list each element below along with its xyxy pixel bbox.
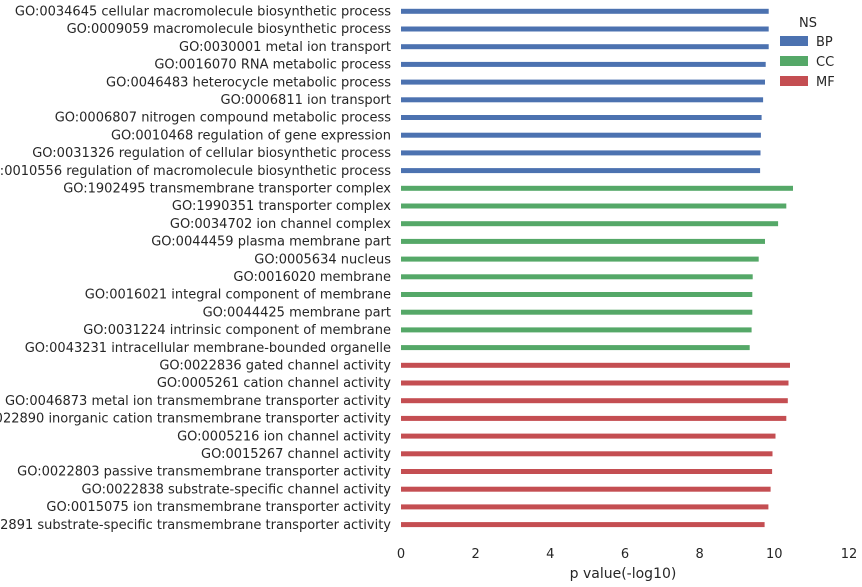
category-label: GO:0005634 nucleus xyxy=(254,252,391,267)
category-label: GO:0022836 gated channel activity xyxy=(159,359,391,374)
category-label: GO:0016020 membrane xyxy=(233,270,391,285)
bar xyxy=(401,345,750,351)
bar xyxy=(401,362,790,368)
category-label: GO:0022803 passive transmembrane transpo… xyxy=(17,465,391,480)
bar xyxy=(401,238,765,244)
legend-swatch xyxy=(780,76,808,86)
legend-swatch xyxy=(780,36,808,46)
category-label: GO:0044459 plasma membrane part xyxy=(151,235,391,250)
category-label: GO:0005261 cation channel activity xyxy=(157,376,391,391)
x-tick-label: 12 xyxy=(841,547,858,562)
category-label: GO:0006807 nitrogen compound metabolic p… xyxy=(55,111,392,126)
category-label: GO:0022890 inorganic cation transmembran… xyxy=(0,412,391,427)
category-label: GO:0034645 cellular macromolecule biosyn… xyxy=(15,5,391,20)
bar xyxy=(401,79,765,85)
category-labels-group: GO:0034645 cellular macromolecule biosyn… xyxy=(0,5,391,533)
legend: NS BP CC MF xyxy=(780,16,835,90)
bar xyxy=(401,451,773,457)
category-label: GO:0016021 integral component of membran… xyxy=(85,288,391,303)
bar xyxy=(401,185,793,191)
bar xyxy=(401,150,761,156)
legend-label: MF xyxy=(816,75,835,90)
bar xyxy=(401,486,771,492)
bar xyxy=(401,203,787,209)
bar xyxy=(401,274,753,280)
category-label: GO:0010468 regulation of gene expression xyxy=(111,128,391,143)
bar xyxy=(401,433,776,439)
category-label: GO:0010556 regulation of macromolecule b… xyxy=(0,164,391,179)
bar xyxy=(401,8,769,14)
category-label: GO:1902495 transmembrane transporter com… xyxy=(63,182,391,197)
bar xyxy=(401,221,779,227)
bar xyxy=(401,327,752,333)
bar xyxy=(401,97,764,103)
x-tick-label: 0 xyxy=(397,547,405,562)
category-label: GO:0006811 ion transport xyxy=(221,93,392,108)
category-label: GO:0009059 macromolecule biosynthetic pr… xyxy=(67,22,392,37)
category-label: GO:0015075 ion transmembrane transporter… xyxy=(46,500,391,515)
category-label: GO:0022891 substrate-specific transmembr… xyxy=(0,518,391,533)
bar xyxy=(401,309,753,315)
bar xyxy=(401,115,762,120)
bars-group xyxy=(401,8,793,528)
category-label: GO:0046873 metal ion transmembrane trans… xyxy=(5,394,391,409)
bar xyxy=(401,61,766,67)
bar xyxy=(401,256,759,262)
bar xyxy=(401,504,769,510)
legend-label: CC xyxy=(816,55,834,70)
bar xyxy=(401,44,769,50)
category-label: GO:0022838 substrate-specific channel ac… xyxy=(82,482,392,497)
category-label: GO:0031224 intrinsic component of membra… xyxy=(83,323,391,338)
bar xyxy=(401,380,789,386)
bar xyxy=(401,132,761,138)
category-label: GO:0015267 channel activity xyxy=(201,447,391,462)
bar xyxy=(401,292,753,297)
category-label: GO:0043231 intracellular membrane-bounde… xyxy=(25,341,391,356)
x-axis-label: p value(-log10) xyxy=(570,566,677,582)
category-label: GO:0044425 membrane part xyxy=(203,305,391,320)
category-label: GO:1990351 transporter complex xyxy=(172,199,391,214)
legend-label: BP xyxy=(816,35,833,50)
bar xyxy=(401,168,761,174)
legend-title: NS xyxy=(799,16,817,31)
category-label: GO:0031326 regulation of cellular biosyn… xyxy=(32,146,391,161)
bar xyxy=(401,469,773,474)
x-tick-label: 6 xyxy=(621,547,629,562)
x-tick-label: 4 xyxy=(546,547,554,562)
category-label: GO:0016070 RNA metabolic process xyxy=(154,58,391,73)
x-tick-label: 8 xyxy=(696,547,704,562)
bar xyxy=(401,522,765,528)
legend-swatch xyxy=(780,56,808,66)
x-tick-label: 10 xyxy=(766,547,783,562)
bar xyxy=(401,398,788,404)
bar xyxy=(401,415,787,421)
category-label: GO:0034702 ion channel complex xyxy=(170,217,391,232)
bar xyxy=(401,26,769,32)
category-label: GO:0046483 heterocycle metabolic process xyxy=(106,75,391,90)
x-tick-label: 2 xyxy=(472,547,480,562)
category-label: GO:0030001 metal ion transport xyxy=(179,40,391,55)
x-tick-labels-group: 0 2 4 6 8 10 12 xyxy=(397,547,857,562)
category-label: GO:0005216 ion channel activity xyxy=(177,429,391,444)
